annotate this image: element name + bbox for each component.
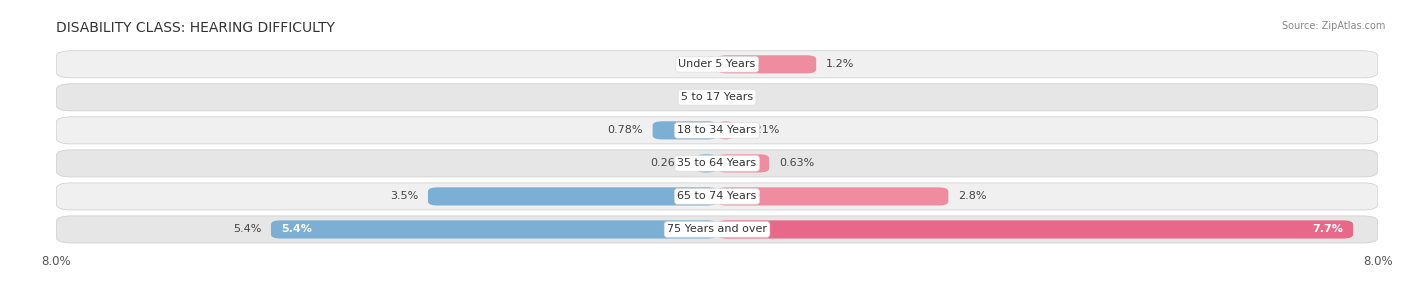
Text: Under 5 Years: Under 5 Years	[679, 59, 755, 69]
FancyBboxPatch shape	[717, 154, 769, 173]
Text: 75 Years and over: 75 Years and over	[666, 225, 768, 234]
FancyBboxPatch shape	[427, 187, 717, 206]
Text: 3.5%: 3.5%	[389, 192, 418, 201]
Text: 0.26%: 0.26%	[651, 159, 686, 168]
Text: 65 to 74 Years: 65 to 74 Years	[678, 192, 756, 201]
FancyBboxPatch shape	[696, 154, 717, 173]
FancyBboxPatch shape	[56, 150, 1378, 177]
Text: 0.0%: 0.0%	[727, 92, 755, 102]
Text: 5.4%: 5.4%	[233, 225, 262, 234]
FancyBboxPatch shape	[56, 216, 1378, 243]
Text: 1.2%: 1.2%	[827, 59, 855, 69]
FancyBboxPatch shape	[56, 183, 1378, 210]
FancyBboxPatch shape	[717, 187, 948, 206]
FancyBboxPatch shape	[652, 121, 717, 140]
Text: 35 to 64 Years: 35 to 64 Years	[678, 159, 756, 168]
FancyBboxPatch shape	[717, 121, 734, 140]
Text: Source: ZipAtlas.com: Source: ZipAtlas.com	[1281, 21, 1385, 32]
Text: 5 to 17 Years: 5 to 17 Years	[681, 92, 754, 102]
FancyBboxPatch shape	[717, 55, 815, 73]
Text: 0.21%: 0.21%	[744, 125, 780, 135]
FancyBboxPatch shape	[56, 51, 1378, 78]
Text: 0.63%: 0.63%	[779, 159, 814, 168]
FancyBboxPatch shape	[717, 220, 1353, 239]
FancyBboxPatch shape	[56, 117, 1378, 144]
Text: 0.78%: 0.78%	[607, 125, 643, 135]
FancyBboxPatch shape	[56, 84, 1378, 111]
Text: 0.0%: 0.0%	[679, 92, 707, 102]
FancyBboxPatch shape	[271, 220, 717, 239]
Text: 0.0%: 0.0%	[679, 59, 707, 69]
Text: 18 to 34 Years: 18 to 34 Years	[678, 125, 756, 135]
Text: 7.7%: 7.7%	[1312, 225, 1343, 234]
Text: DISABILITY CLASS: HEARING DIFFICULTY: DISABILITY CLASS: HEARING DIFFICULTY	[56, 21, 335, 35]
Text: 2.8%: 2.8%	[959, 192, 987, 201]
Text: 5.4%: 5.4%	[281, 225, 312, 234]
